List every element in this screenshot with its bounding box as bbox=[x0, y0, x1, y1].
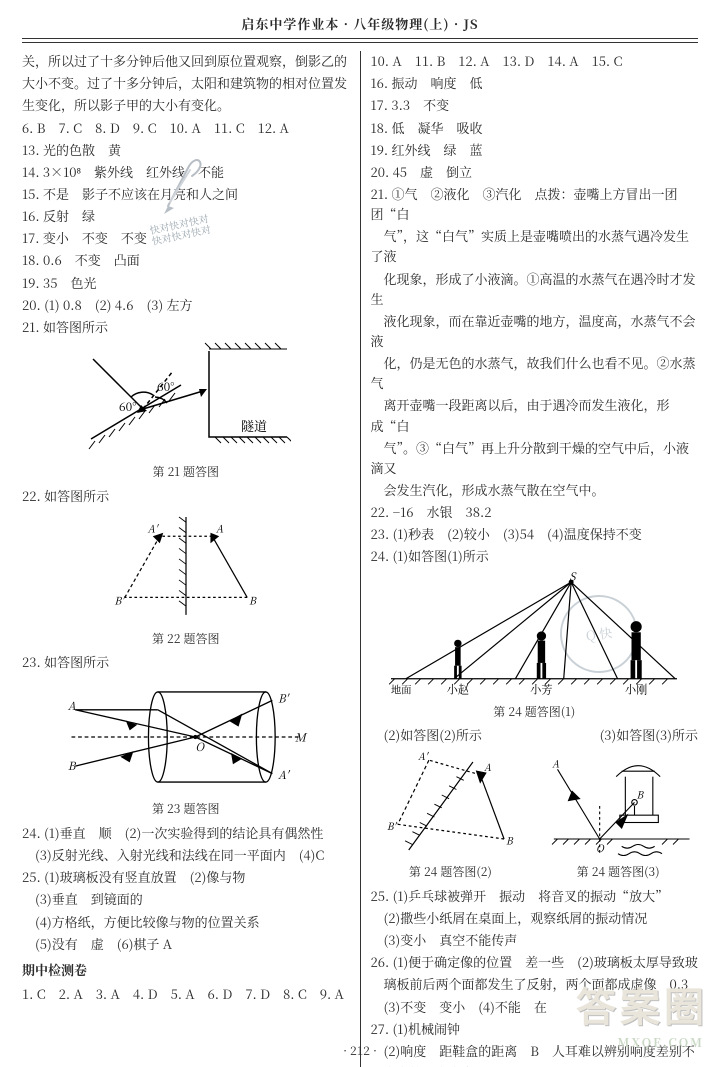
label-O: O bbox=[596, 840, 605, 855]
text-line: 27. (1)机械闹钟 bbox=[371, 1019, 699, 1039]
page-header: 启东中学作业本 · 八年级物理(上) · JS bbox=[22, 14, 698, 39]
figure-24-1: S 地面 小赵 小芳 小刚 bbox=[371, 571, 699, 701]
figure-24-3: A O B bbox=[538, 751, 698, 861]
text-line: (3)如答图(3)所示 bbox=[538, 725, 698, 745]
column-right: 10. A 11. B 12. A 13. D 14. A 15. C 16. … bbox=[361, 51, 699, 1067]
text-line: 19. 35 色光 bbox=[22, 273, 350, 293]
text-line: 关，所以过了十多分钟后他又回到原位置观察，倒影乙的 bbox=[22, 51, 350, 71]
text-line: 16. 振动 响度 低 bbox=[371, 73, 699, 93]
text-line: 21. ①气 ②液化 ③汽化 点拨：壶嘴上方冒出一团团“白 bbox=[371, 184, 699, 224]
text-line: 16. 反射 绿 bbox=[22, 206, 350, 226]
text-line: 23. 如答图所示 bbox=[22, 652, 350, 672]
text-line: 大小不变。过了十多分钟后，太阳和建筑物的相对位置发 bbox=[22, 73, 350, 93]
text-line: 17. 变小 不变 不变 bbox=[22, 228, 350, 248]
text-line: 17. 3.3 不变 bbox=[371, 95, 699, 115]
label-A: A bbox=[68, 698, 77, 714]
label-B: B bbox=[636, 787, 644, 802]
label-O: O bbox=[195, 740, 205, 756]
text-line: 24. (1)垂直 顺 (2)一次实验得到的结论具有偶然性 bbox=[22, 823, 350, 843]
label-c: 小刚 bbox=[625, 681, 647, 697]
figure-24-23: A A′ B B′ 第 24 题答图(2) bbox=[371, 747, 699, 886]
angle-label: 60° bbox=[119, 398, 136, 415]
label-Aprime: A′ bbox=[147, 520, 159, 535]
text-line: 化，仍是无色的水蒸气，故我们什么也看不见。②水蒸气 bbox=[371, 353, 699, 393]
label-Bprime: B′ bbox=[278, 691, 291, 707]
text-line: 会发生汽化，形成水蒸气散在空气中。 bbox=[371, 480, 699, 500]
text-line: 25. (1)玻璃板没有竖直放置 (2)像与物 bbox=[22, 867, 350, 887]
label-A: A bbox=[215, 520, 223, 535]
figure-24-2: A A′ B B′ bbox=[371, 751, 531, 861]
text-line: 19. 红外线 绿 蓝 bbox=[371, 140, 699, 160]
text-line: (2)撒些小纸屑在桌面上，观察纸屑的振动情况 bbox=[371, 908, 699, 928]
text-line: 生变化，所以影子甲的大小有变化。 bbox=[22, 95, 350, 115]
label-M: M bbox=[295, 730, 308, 746]
text-line: (3)垂直 到镜面的 bbox=[22, 889, 350, 909]
text-line: 21. 如答图所示 bbox=[22, 317, 350, 337]
text-line: 液化现象，而在靠近壶嘴的地方，温度高，水蒸气不会液 bbox=[371, 311, 699, 351]
text-line: (5)没有 虚 (6)棋子 A bbox=[22, 934, 350, 954]
label-A: A bbox=[484, 759, 492, 774]
text-line: 太大的两个声音 bbox=[371, 1063, 699, 1067]
label-b: 小芳 bbox=[531, 681, 553, 697]
label-B: B bbox=[506, 833, 514, 848]
text-line: 26. (1)便于确定像的位置 差一些 (2)玻璃板太厚导致玻 bbox=[371, 952, 699, 972]
angle-label: 60° bbox=[157, 378, 174, 395]
content-columns: 关，所以过了十多分钟后他又回到原位置观察，倒影乙的 大小不变。过了十多分钟后，太… bbox=[22, 51, 698, 1067]
text-line: 23. (1)秒表 (2)较小 (3)54 (4)温度保持不变 bbox=[371, 524, 699, 544]
label-Bprime: B′ bbox=[114, 592, 125, 607]
text-line: (3)反射光线、入射光线和法线在同一平面内 (4)C bbox=[22, 845, 350, 865]
text-line: 6. B 7. C 8. D 9. C 10. A 11. C 12. A bbox=[22, 118, 350, 138]
figure-21-caption: 第 21 题答图 bbox=[22, 463, 350, 482]
tunnel-label: 隧道 bbox=[241, 416, 267, 435]
figure-23-caption: 第 23 题答图 bbox=[22, 800, 350, 819]
figure-24-3-caption: 第 24 题答图(3) bbox=[538, 863, 698, 882]
label-Aprime: A′ bbox=[418, 751, 429, 763]
midterm-heading: 期中检测卷 bbox=[22, 960, 350, 980]
text-line: (2)如答图(2)所示 bbox=[371, 725, 531, 745]
text-line: 24. (1)如答图(1)所示 bbox=[371, 546, 699, 566]
column-left: 关，所以过了十多分钟后他又回到原位置观察，倒影乙的 大小不变。过了十多分钟后，太… bbox=[22, 51, 360, 1067]
label-Aprime: A′ bbox=[278, 768, 291, 784]
figure-23: A B B′ A′ O M bbox=[22, 676, 350, 798]
text-line: 气”，这“白气”实质上是壶嘴喷出的水蒸气遇冷发生了液 bbox=[371, 226, 699, 266]
figure-24-row: (2)如答图(2)所示 (3)如答图(3)所示 bbox=[371, 725, 699, 747]
text-line: 气”。③“白气”再上升分散到干燥的空气中后，小液滴又 bbox=[371, 438, 699, 478]
text-line: 离开壶嘴一段距离以后，由于遇冷而发生液化，形成“白 bbox=[371, 395, 699, 435]
figure-24-2-caption: 第 24 题答图(2) bbox=[371, 863, 531, 882]
figure-22: A A′ B B′ bbox=[22, 510, 350, 628]
figure-22-caption: 第 22 题答图 bbox=[22, 630, 350, 649]
text-line: 18. 低 凝华 吸收 bbox=[371, 118, 699, 138]
header-rule bbox=[22, 42, 698, 43]
text-line: 20. 45 虚 倒立 bbox=[371, 162, 699, 182]
text-line: 22. 如答图所示 bbox=[22, 486, 350, 506]
text-line: 20. (1) 0.8 (2) 4.6 (3) 左方 bbox=[22, 295, 350, 315]
label-ground: 地面 bbox=[391, 681, 411, 696]
label-B: B bbox=[249, 592, 257, 607]
text-line: (4)方格纸，方便比较像与物的位置关系 bbox=[22, 912, 350, 932]
text-line: 1. C 2. A 3. A 4. D 5. A 6. D 7. D 8. C … bbox=[22, 984, 350, 1004]
text-line: 13. 光的色散 黄 bbox=[22, 140, 350, 160]
label-Bprime: B′ bbox=[387, 818, 398, 833]
text-line: 15. 不是 影子不应该在月亮和人之间 bbox=[22, 184, 350, 204]
text-line: 25. (1)乒乓球被弹开 振动 将音叉的振动“放大” bbox=[371, 886, 699, 906]
text-line: 18. 0.6 不变 凸面 bbox=[22, 250, 350, 270]
text-line: (3)不变 变小 (4)不能 在 bbox=[371, 997, 699, 1017]
label-a: 小赵 bbox=[447, 681, 469, 697]
text-line: (3)变小 真空不能传声 bbox=[371, 930, 699, 950]
figure-24-1-caption: 第 24 题答图(1) bbox=[371, 703, 699, 722]
label-A: A bbox=[552, 756, 560, 771]
text-line: 璃板前后两个面都发生了反射，两个面都成虚像 0.3 bbox=[371, 974, 699, 994]
text-line: 22. −16 水银 38.2 bbox=[371, 502, 699, 522]
text-line: 化现象，形成了小液滴。①高温的水蒸气在遇冷时才发生 bbox=[371, 269, 699, 309]
label-S: S bbox=[570, 571, 578, 584]
text-line: 10. A 11. B 12. A 13. D 14. A 15. C bbox=[371, 51, 699, 71]
figure-21: 60° 60° 隧道 bbox=[22, 341, 350, 461]
page-footer: · 212 · bbox=[0, 1042, 720, 1061]
text-line: 14. 3×10⁸ 紫外线 红外线 不能 bbox=[22, 162, 350, 182]
